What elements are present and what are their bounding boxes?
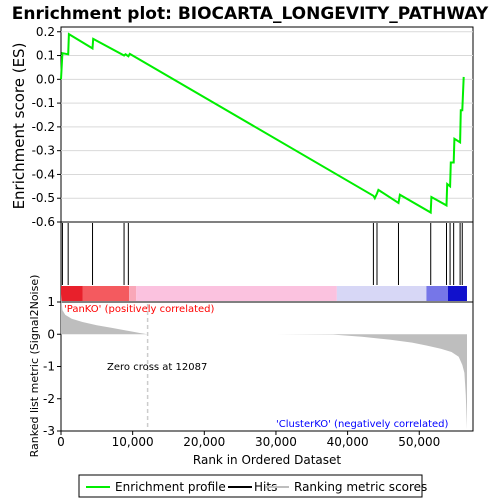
ranking-bar-segment — [82, 286, 130, 301]
es-y-tick-label: -0.1 — [32, 96, 55, 110]
ranked-metric-panel: 1 0 -1 -2 -3 'PanKO' (positively correlated)… — [28, 275, 474, 458]
ranking-bar-segment — [129, 286, 137, 301]
metric-frame — [60, 301, 474, 432]
es-y-tick-label: -0.6 — [32, 215, 55, 229]
metric-y-tick-label: -3 — [43, 424, 55, 438]
legend-label-ranking-metric: Ranking metric scores — [294, 480, 427, 494]
x-axis: 0 10,000 20,000 30,000 40,000 50,000 — [57, 431, 440, 449]
metric-y-tick-label: 0 — [47, 327, 55, 341]
legend: Enrichment profile Hits Ranking metric s… — [78, 474, 427, 498]
ranking-bar-segment — [336, 286, 427, 301]
negative-correlation-label: 'ClusterKO' (negatively correlated) — [276, 419, 448, 430]
ranking-bar-segment — [426, 286, 448, 301]
ranking-color-bar — [61, 286, 467, 301]
es-y-axis-label: Enrichment score (ES) — [10, 43, 28, 210]
x-tick-label: 50,000 — [398, 435, 440, 449]
x-axis-label: Rank in Ordered Dataset — [193, 453, 341, 467]
zero-cross-label: Zero cross at 12087 — [107, 362, 207, 373]
positive-correlation-label: 'PanKO' (positively correlated) — [64, 304, 215, 315]
chart-title: Enrichment plot: BIOCARTA_LONGEVITY_PATH… — [12, 4, 489, 24]
metric-y-tick-label: -2 — [43, 392, 55, 406]
x-tick-label: 10,000 — [112, 435, 154, 449]
es-y-tick-label: 0.1 — [36, 49, 55, 63]
es-y-tick-label: -0.4 — [32, 167, 55, 181]
ranking-bar-segment — [447, 286, 467, 301]
ranking-bar-segment — [136, 286, 337, 301]
ranking-bar-segment — [61, 286, 83, 301]
enrichment-profile-line — [60, 32, 465, 215]
metric-y-ticks: 1 0 -1 -2 -3 — [43, 295, 61, 438]
es-y-ticks: 0.2 0.1 0.0 -0.1 -0.2 -0.3 -0.4 -0.5 -0.6 — [32, 25, 61, 229]
es-plot-frame — [60, 26, 474, 223]
es-y-tick-label: -0.3 — [32, 144, 55, 158]
hit-markers — [61, 223, 463, 285]
x-tick-label: 0 — [57, 435, 65, 449]
es-y-tick-label: 0.0 — [36, 72, 55, 86]
metric-y-tick-label: 1 — [47, 295, 55, 309]
enrichment-score-panel: 0.2 0.1 0.0 -0.1 -0.2 -0.3 -0.4 -0.5 -0.6 Enrich… — [10, 25, 474, 229]
es-y-tick-label: 0.2 — [36, 25, 55, 39]
x-tick-label: 20,000 — [183, 435, 225, 449]
x-tick-label: 40,000 — [327, 435, 369, 449]
metric-y-axis-label: Ranked list metric (Signal2Noise) — [28, 275, 41, 458]
hits-panel — [60, 221, 474, 303]
legend-label-enrichment-profile: Enrichment profile — [115, 480, 226, 494]
metric-y-tick-label: -1 — [43, 360, 55, 374]
es-y-tick-label: -0.5 — [32, 191, 55, 205]
es-y-tick-label: -0.2 — [32, 120, 55, 134]
x-tick-label: 30,000 — [255, 435, 297, 449]
